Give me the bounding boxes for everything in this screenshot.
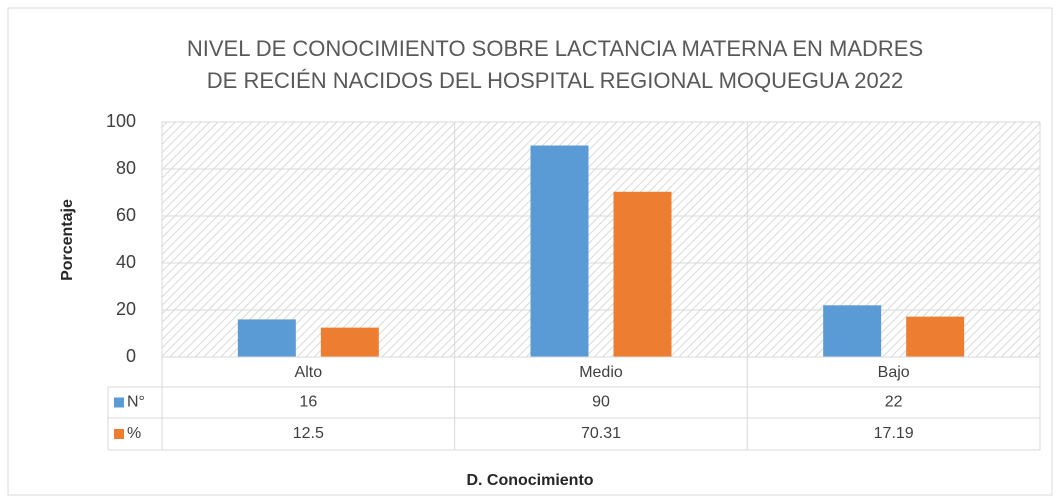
y-tick-label: 100 bbox=[106, 111, 136, 131]
y-tick-label: 20 bbox=[116, 299, 136, 319]
table-value: 16 bbox=[299, 394, 317, 411]
bar bbox=[237, 319, 296, 357]
table-value: 70.31 bbox=[581, 425, 621, 442]
table-value: 17.19 bbox=[874, 425, 914, 442]
x-tick-label: Alto bbox=[295, 364, 323, 381]
bar bbox=[823, 305, 882, 357]
y-tick-label: 40 bbox=[116, 252, 136, 272]
bar bbox=[530, 145, 589, 357]
y-axis-title: Porcentaje bbox=[59, 199, 76, 281]
legend-swatch bbox=[114, 429, 124, 439]
bar bbox=[613, 191, 672, 357]
y-tick-label: 80 bbox=[116, 158, 136, 178]
legend-swatch bbox=[114, 397, 124, 408]
legend-label: N° bbox=[127, 394, 145, 411]
table-value: 12.5 bbox=[293, 425, 324, 442]
x-tick-label: Bajo bbox=[878, 364, 910, 381]
bar bbox=[320, 327, 379, 357]
y-tick-label: 0 bbox=[126, 346, 136, 366]
x-axis-title: D. Conocimiento bbox=[466, 472, 593, 489]
chart-title: DE RECIÉN NACIDOS DEL HOSPITAL REGIONAL … bbox=[207, 68, 903, 93]
legend-label: % bbox=[127, 425, 141, 442]
bar bbox=[906, 316, 965, 357]
table-value: 90 bbox=[592, 394, 610, 411]
plot-area bbox=[162, 122, 1040, 357]
x-tick-label: Medio bbox=[579, 364, 623, 381]
y-tick-label: 60 bbox=[116, 205, 136, 225]
table-value: 22 bbox=[885, 394, 903, 411]
chart-title: NIVEL DE CONOCIMIENTO SOBRE LACTANCIA MA… bbox=[187, 36, 923, 61]
